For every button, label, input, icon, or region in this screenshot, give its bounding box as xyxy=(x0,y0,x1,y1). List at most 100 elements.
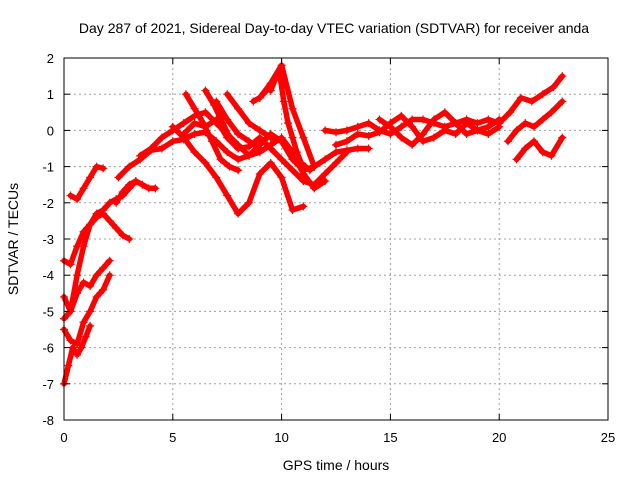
data-point xyxy=(310,162,319,171)
data-point xyxy=(429,133,438,142)
data-point xyxy=(288,166,297,175)
data-point xyxy=(429,115,438,124)
y-tick-label: 0 xyxy=(47,123,54,138)
data-point xyxy=(118,187,127,196)
data-point xyxy=(223,148,232,157)
y-axis-label: SDTVAR / TECUs xyxy=(5,183,21,295)
data-point xyxy=(549,82,558,91)
data-point xyxy=(332,148,340,157)
y-tick-label: -1 xyxy=(42,160,54,175)
data-point xyxy=(419,130,428,139)
data-point xyxy=(64,361,73,370)
data-point xyxy=(68,343,77,352)
data-point xyxy=(255,144,264,153)
data-point xyxy=(73,195,82,204)
data-point xyxy=(99,263,108,272)
data-point xyxy=(266,158,275,167)
data-point xyxy=(547,108,556,117)
y-tick-label: -3 xyxy=(42,232,54,247)
data-point xyxy=(332,128,340,137)
y-tick-label: 2 xyxy=(47,51,54,66)
data-point xyxy=(408,115,417,124)
data-point xyxy=(558,97,567,106)
data-point xyxy=(375,128,384,137)
data-point xyxy=(92,162,101,171)
data-point xyxy=(419,115,428,124)
data-point xyxy=(244,151,253,160)
data-point xyxy=(538,90,547,99)
data-point xyxy=(484,122,493,131)
data-point xyxy=(168,126,177,135)
data-point xyxy=(223,191,232,200)
data-point xyxy=(225,162,234,171)
data-point xyxy=(112,198,121,207)
data-point xyxy=(275,68,284,77)
data-point xyxy=(255,126,264,135)
data-point xyxy=(277,137,286,146)
x-tick-label: 25 xyxy=(601,430,615,445)
data-point xyxy=(234,104,243,113)
data-point xyxy=(299,169,308,178)
data-point xyxy=(353,144,362,153)
data-point xyxy=(332,140,340,149)
series-group xyxy=(60,61,567,388)
data-point xyxy=(419,137,428,146)
y-tick-label: -7 xyxy=(42,377,54,392)
data-point xyxy=(530,122,539,131)
data-point xyxy=(190,104,199,113)
data-point xyxy=(473,126,482,135)
x-tick-label: 20 xyxy=(492,430,506,445)
data-point xyxy=(321,177,330,186)
series-trace-21 xyxy=(375,108,504,149)
data-point xyxy=(181,90,190,99)
data-point xyxy=(297,158,306,167)
data-point xyxy=(168,137,177,146)
data-point xyxy=(99,285,108,294)
data-point xyxy=(530,137,539,146)
data-point xyxy=(151,184,160,193)
data-point xyxy=(216,155,225,164)
series-trace-23 xyxy=(503,97,567,146)
data-point xyxy=(364,144,373,153)
data-point xyxy=(190,119,199,128)
data-point xyxy=(408,122,417,131)
data-point xyxy=(521,119,530,128)
data-point xyxy=(527,97,536,106)
series-trace xyxy=(496,73,566,126)
series-trace xyxy=(333,113,502,148)
data-point xyxy=(284,119,293,128)
data-point xyxy=(157,144,166,153)
data-point xyxy=(342,148,351,157)
data-point xyxy=(79,184,88,193)
data-point xyxy=(353,130,362,139)
data-point xyxy=(547,151,556,160)
data-point xyxy=(86,220,95,229)
series-trace-24 xyxy=(512,133,567,164)
y-tick-label: -5 xyxy=(42,304,54,319)
series-trace-13 xyxy=(201,86,243,153)
data-point xyxy=(451,130,460,139)
data-point xyxy=(92,271,101,280)
data-point xyxy=(212,173,221,182)
data-point xyxy=(277,155,286,164)
data-point xyxy=(538,148,547,157)
data-point xyxy=(266,133,275,142)
data-point xyxy=(92,209,101,218)
series-trace-22 xyxy=(495,72,567,128)
data-point xyxy=(147,144,156,153)
data-point xyxy=(484,130,493,139)
data-point xyxy=(66,260,75,269)
data-point xyxy=(86,282,95,291)
data-point xyxy=(81,332,90,341)
data-point xyxy=(105,271,114,280)
data-point xyxy=(271,75,280,84)
data-point xyxy=(79,242,88,251)
data-point xyxy=(364,131,373,140)
data-point xyxy=(288,206,297,215)
data-point xyxy=(521,144,530,153)
data-point xyxy=(66,336,75,345)
data-point xyxy=(342,126,351,135)
data-point xyxy=(321,169,330,178)
